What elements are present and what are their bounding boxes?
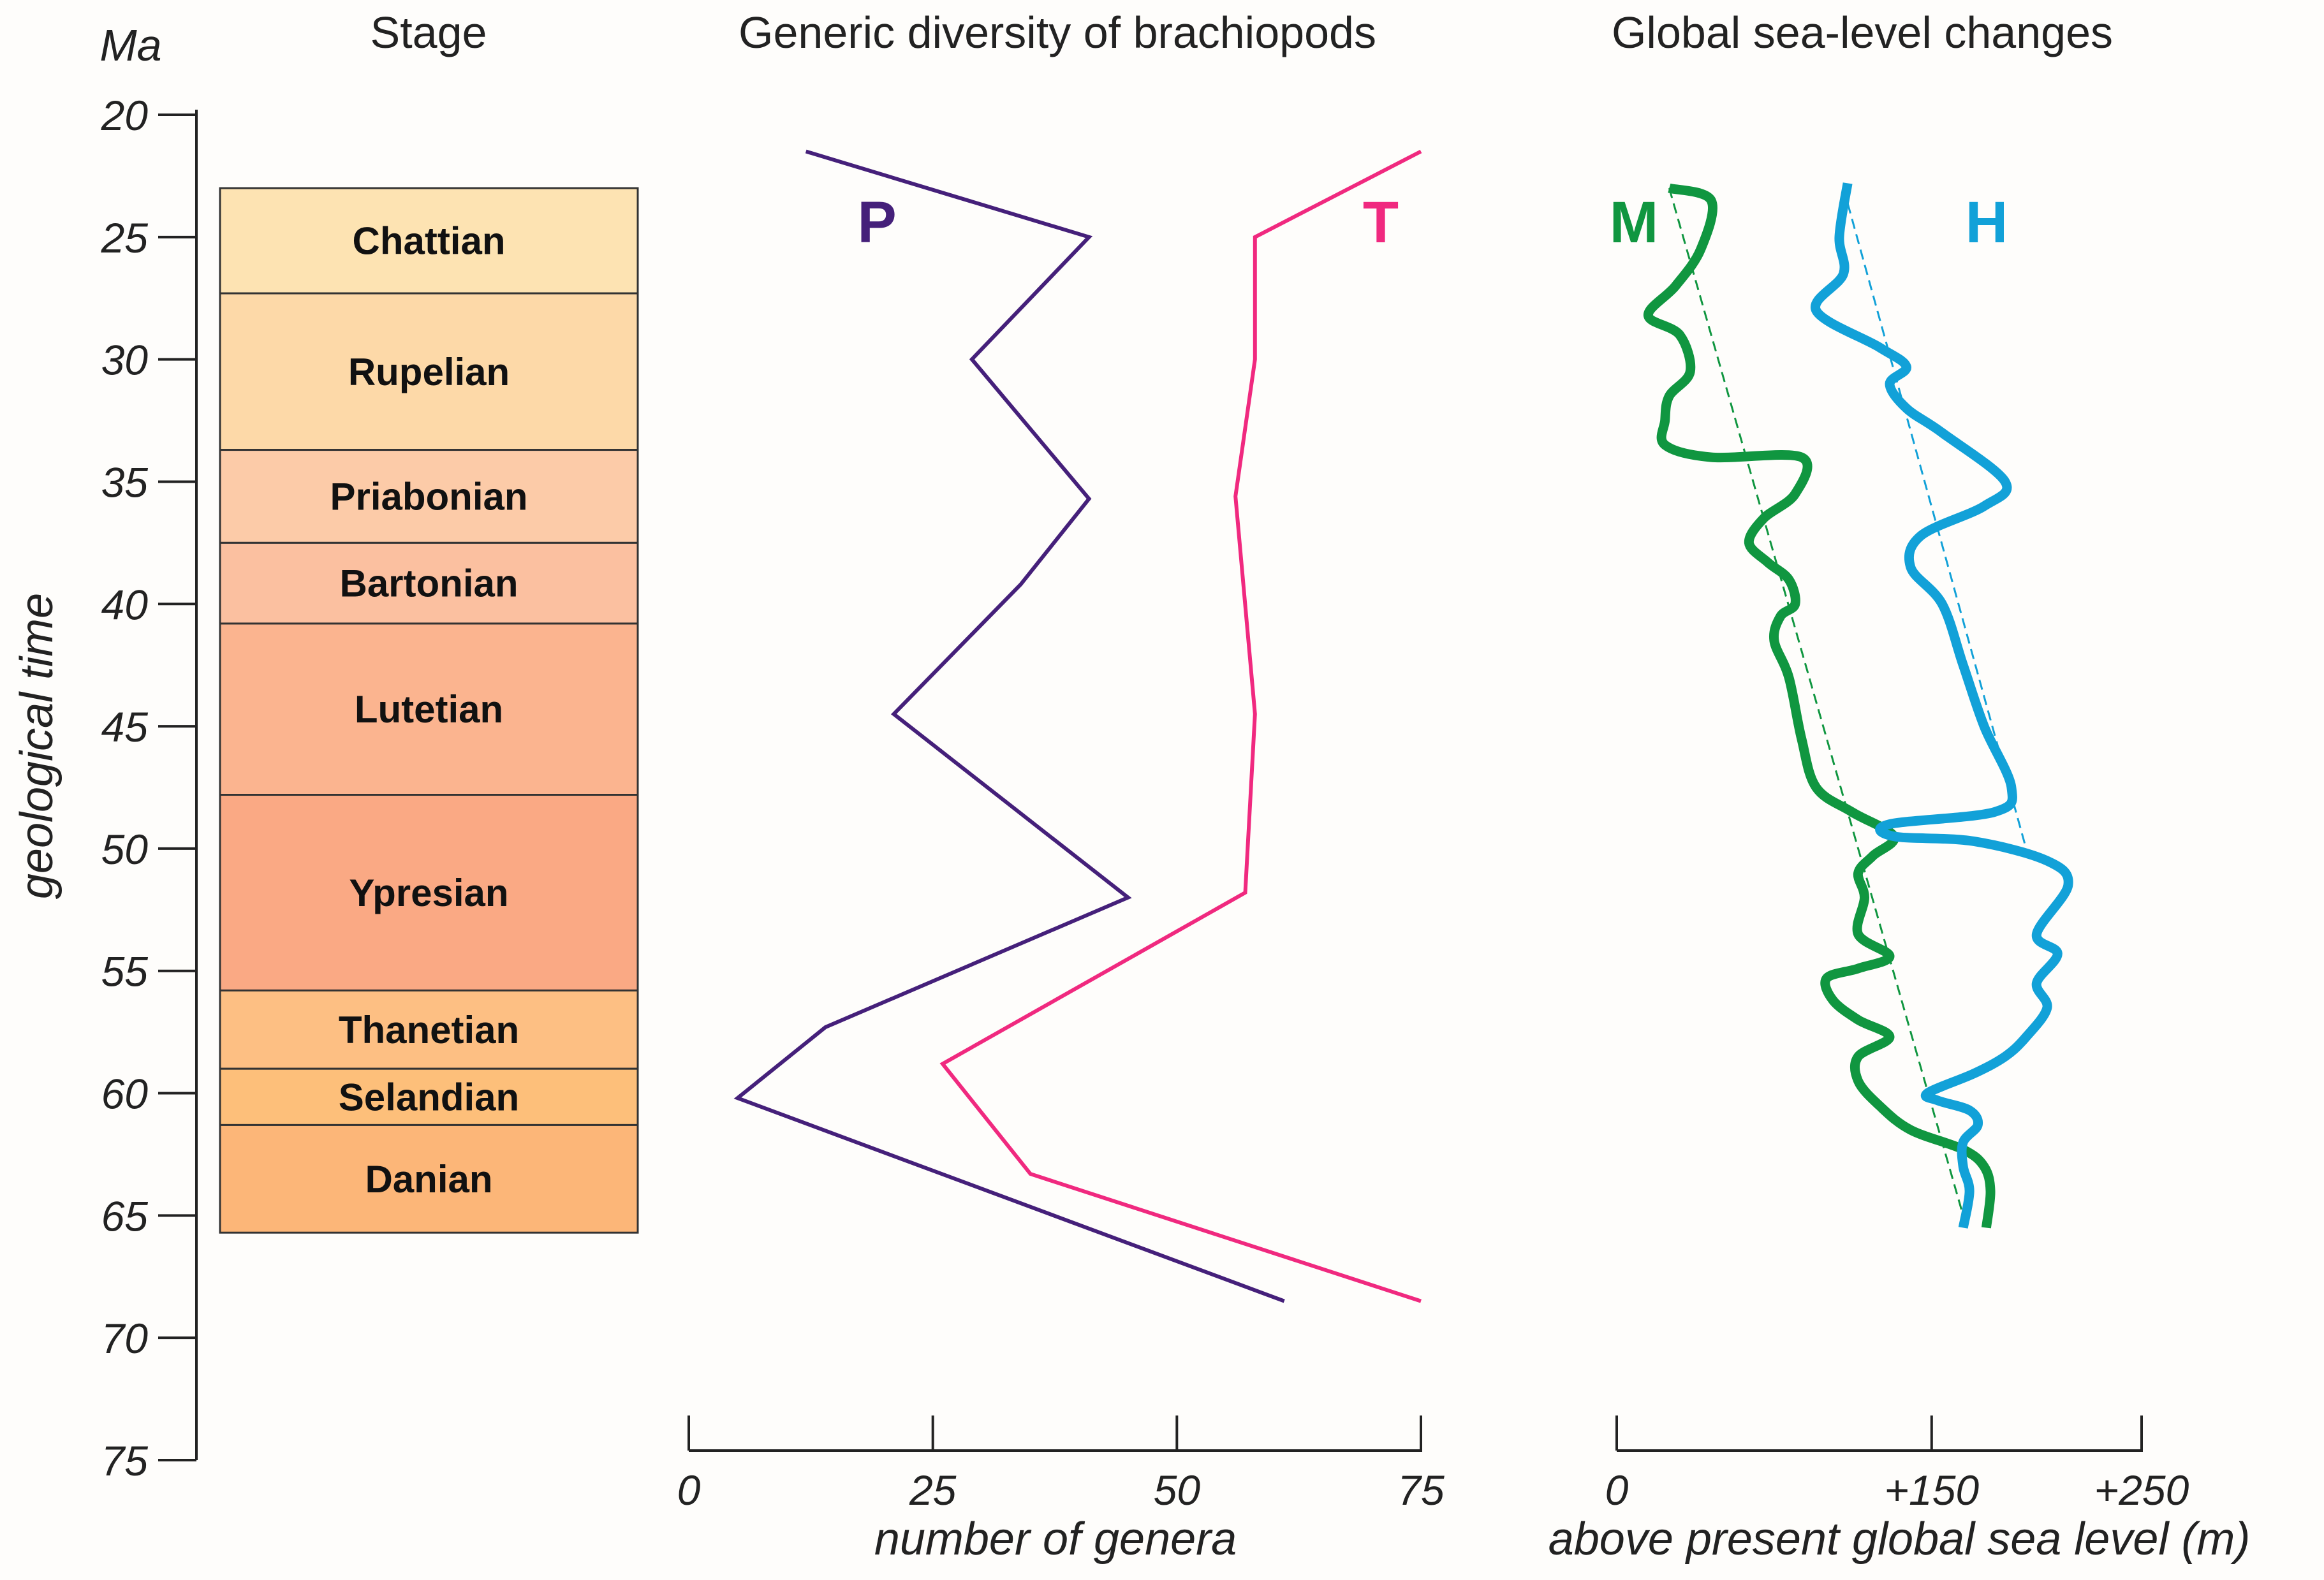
x-tick-label: 50 bbox=[1154, 1467, 1201, 1514]
time-tick-label: 35 bbox=[101, 458, 149, 506]
time-axis: 20 25 30 35 40 45 50 55 60 65 70 75 bbox=[101, 92, 198, 1484]
series-line-M bbox=[1643, 183, 1996, 1229]
trend-line-M bbox=[1668, 187, 1964, 1216]
time-tick-label: 65 bbox=[101, 1192, 149, 1240]
stage-box-selandian bbox=[219, 1067, 639, 1126]
sea-level-lines bbox=[1643, 182, 2073, 1229]
stage-box-lutetian bbox=[219, 622, 639, 796]
diversity-x-axis-label: number of genera bbox=[874, 1514, 1237, 1565]
stage-label-selandian: Selandian bbox=[339, 1076, 519, 1118]
stage-box-thanetian bbox=[219, 989, 639, 1070]
x-tick-label: 0 bbox=[1605, 1467, 1629, 1514]
x-tick-label: 75 bbox=[1397, 1467, 1445, 1514]
time-tick-label: 50 bbox=[101, 826, 149, 873]
trend-line-H bbox=[1842, 187, 2027, 849]
stage-label-thanetian: Thanetian bbox=[339, 1009, 519, 1051]
stage-label-priabonian: Priabonian bbox=[330, 475, 527, 518]
x-tick-label: +250 bbox=[2094, 1467, 2189, 1514]
time-unit-label: Ma bbox=[99, 20, 161, 70]
time-tick-label: 45 bbox=[101, 703, 149, 750]
stage-column-title: Stage bbox=[371, 8, 487, 57]
time-tick-label: 55 bbox=[101, 948, 149, 995]
series-label-M: M bbox=[1610, 190, 1659, 255]
time-tick-label: 70 bbox=[101, 1315, 149, 1362]
y-axis-label: geological time bbox=[11, 593, 63, 899]
stage-box-priabonian bbox=[219, 449, 639, 544]
diversity-panel-title: Generic diversity of brachiopods bbox=[739, 8, 1376, 57]
sea-level-panel-title: Global sea-level changes bbox=[1612, 8, 2113, 57]
stage-column: Chattian Rupelian Priabonian Bartonian Lutet… bbox=[219, 187, 639, 1234]
sea-level-x-axis: 0 +150 +250 bbox=[1605, 1415, 2189, 1514]
x-tick-label: 0 bbox=[677, 1467, 701, 1514]
series-line-T bbox=[939, 149, 1422, 1303]
sea-level-x-axis-label: above present global sea level (m) bbox=[1548, 1514, 2251, 1565]
diversity-x-axis: 0 25 50 75 bbox=[677, 1415, 1445, 1514]
stage-label-ypresian: Ypresian bbox=[349, 872, 508, 914]
x-tick-label: +150 bbox=[1884, 1467, 1979, 1514]
series-label-T: T bbox=[1363, 190, 1399, 255]
series-label-P: P bbox=[857, 190, 896, 255]
time-tick-label: 75 bbox=[101, 1437, 149, 1484]
series-label-H: H bbox=[1966, 190, 2008, 255]
stage-label-chattian: Chattian bbox=[353, 220, 506, 263]
stage-label-danian: Danian bbox=[365, 1158, 492, 1201]
series-line-P bbox=[733, 149, 1285, 1303]
stage-box-chattian bbox=[219, 187, 639, 295]
x-tick-label: 25 bbox=[909, 1467, 957, 1514]
stage-label-rupelian: Rupelian bbox=[348, 351, 510, 393]
time-tick-label: 30 bbox=[101, 337, 149, 384]
stage-box-danian bbox=[219, 1123, 639, 1234]
stage-label-lutetian: Lutetian bbox=[355, 688, 503, 731]
stage-box-rupelian bbox=[219, 292, 639, 451]
time-tick-label: 20 bbox=[101, 92, 149, 139]
stage-label-bartonian: Bartonian bbox=[339, 562, 518, 605]
time-tick-label: 60 bbox=[101, 1071, 149, 1118]
diversity-lines bbox=[733, 149, 1422, 1303]
series-line-H bbox=[1811, 182, 2073, 1229]
time-tick-label: 40 bbox=[101, 581, 149, 628]
time-tick-label: 25 bbox=[101, 214, 149, 261]
